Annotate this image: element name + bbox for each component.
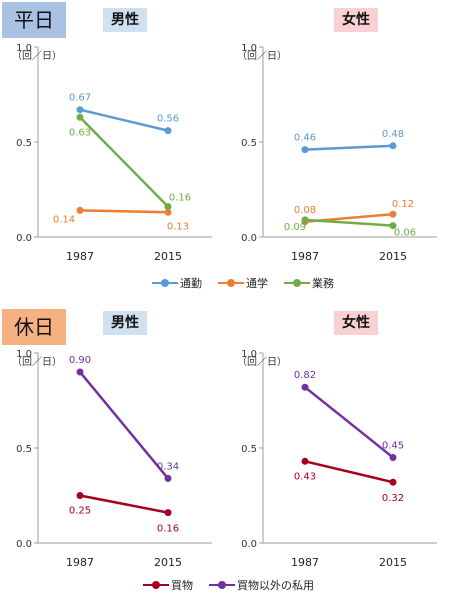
y-tick-label: 0.0 — [241, 233, 257, 244]
data-point — [76, 206, 84, 214]
x-tick-label: 2015 — [154, 556, 182, 569]
x-tick-label: 2015 — [379, 556, 407, 569]
data-point — [389, 454, 397, 461]
data-label: 0.34 — [157, 461, 179, 472]
y-tick-label: 0.0 — [16, 233, 32, 244]
legend-item: 買物以外の私用 — [209, 577, 314, 593]
data-label: 0.12 — [392, 199, 414, 210]
legend-item: 通勤 — [152, 275, 202, 291]
x-tick-label: 1987 — [291, 556, 319, 569]
data-point — [301, 216, 309, 224]
data-label: 0.90 — [69, 355, 91, 366]
series-line — [79, 209, 169, 214]
chart-holiday-female: 0.0 0.5 1.0（回／日） 1987 2015 0.43 0.32 0.82 0.45 — [237, 349, 437, 569]
series-line — [79, 494, 169, 514]
y-axis-unit: （回／日） — [237, 50, 287, 62]
legend-label: 通勤 — [180, 277, 202, 290]
data-label: 0.32 — [382, 493, 404, 504]
data-label: 0.25 — [69, 506, 91, 517]
y-tick-label: 0.5 — [16, 444, 32, 455]
legend-swatch — [284, 277, 310, 289]
chart-weekday-male: 0.0 0.5 1.0（回／日） 1987 2015 0.67 0.56 0.14 0.13 0.… — [12, 43, 212, 263]
series-line — [79, 116, 169, 208]
data-label: 0.82 — [294, 370, 316, 381]
legend-item: 買物 — [143, 577, 193, 593]
data-point — [389, 478, 397, 486]
data-point — [389, 210, 397, 218]
data-point — [164, 474, 172, 482]
data-point — [389, 142, 397, 150]
section-label-holiday: 休日 — [2, 309, 66, 345]
series-line — [304, 144, 394, 151]
y-tick-label: 0.0 — [241, 539, 257, 550]
x-tick-label: 1987 — [291, 250, 319, 263]
data-label: 0.16 — [157, 524, 179, 535]
y-tick-label: 0.5 — [241, 444, 257, 455]
data-point — [389, 222, 397, 230]
series-line — [79, 108, 169, 132]
legend-label: 買物以外の私用 — [237, 579, 314, 592]
y-tick-label: 1.0 — [16, 43, 32, 54]
chart-holiday-male: 0.0 0.5 1.0（回／日） 1987 2015 0.25 0.16 0.90 0.34 — [12, 349, 212, 569]
series-line — [304, 460, 394, 484]
legend-swatch — [152, 277, 178, 289]
legend-label: 業務 — [312, 277, 334, 290]
legend-holiday: 買物 買物以外の私用 — [143, 576, 330, 594]
data-label: 0.09 — [284, 222, 306, 233]
y-axis-unit: （回／日） — [12, 356, 62, 368]
y-tick-label: 1.0 — [241, 349, 257, 360]
data-point — [76, 106, 84, 114]
gender-label-male: 男性 — [103, 311, 147, 335]
data-label: 0.46 — [294, 133, 316, 144]
y-tick-label: 0.5 — [241, 138, 257, 149]
legend-swatch — [209, 579, 235, 591]
y-tick-label: 1.0 — [16, 349, 32, 360]
x-tick-label: 1987 — [66, 556, 94, 569]
series-line — [79, 371, 169, 480]
data-label: 0.16 — [169, 193, 191, 204]
section-label-weekday: 平日 — [2, 2, 66, 38]
legend-weekday: 通勤 通学 業務 — [152, 274, 350, 292]
y-axis-unit: （回／日） — [237, 356, 287, 368]
data-point — [164, 203, 172, 211]
x-tick-label: 2015 — [154, 250, 182, 263]
chart-weekday-female: 0.0 0.5 1.0（回／日） 1987 2015 0.46 0.48 0.08 0.12 0.… — [237, 43, 437, 263]
data-point — [76, 492, 84, 499]
legend-label: 通学 — [246, 277, 268, 290]
legend-swatch — [143, 579, 169, 591]
y-axis-unit: （回／日） — [12, 50, 62, 62]
gender-label-female: 女性 — [334, 8, 378, 32]
gender-label-male: 男性 — [103, 8, 147, 32]
data-point — [301, 146, 309, 154]
data-point — [164, 208, 172, 216]
data-point — [164, 127, 172, 135]
x-tick-label: 2015 — [379, 250, 407, 263]
gender-label-female: 女性 — [334, 311, 378, 335]
data-point — [76, 113, 84, 121]
y-tick-label: 0.0 — [16, 539, 32, 550]
data-label: 0.06 — [394, 228, 416, 239]
data-label: 0.13 — [167, 221, 189, 232]
data-label: 0.43 — [294, 471, 316, 482]
series-line — [304, 218, 394, 227]
data-label: 0.45 — [382, 441, 404, 452]
data-point — [301, 457, 309, 465]
data-point — [76, 368, 84, 376]
legend-item: 業務 — [284, 275, 334, 291]
data-label: 0.14 — [53, 214, 75, 225]
data-label: 0.48 — [382, 129, 404, 140]
legend-label: 買物 — [171, 579, 193, 592]
legend-swatch — [218, 277, 244, 289]
y-tick-label: 0.5 — [16, 138, 32, 149]
data-label: 0.08 — [294, 205, 316, 216]
legend-item: 通学 — [218, 275, 268, 291]
data-point — [164, 509, 172, 517]
series-line — [304, 386, 394, 459]
y-tick-label: 1.0 — [241, 43, 257, 54]
data-label: 0.56 — [157, 114, 179, 125]
data-label: 0.63 — [69, 127, 91, 138]
data-point — [301, 383, 309, 391]
x-tick-label: 1987 — [66, 250, 94, 263]
data-label: 0.67 — [69, 93, 91, 104]
